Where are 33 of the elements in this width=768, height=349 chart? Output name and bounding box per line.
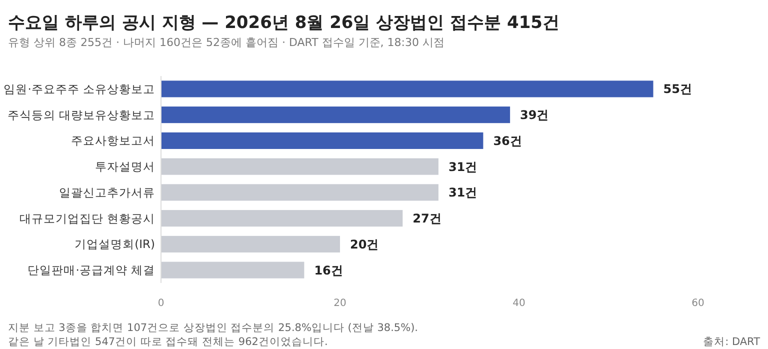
y-tick-label: 임원·주요주주 소유상황보고 (4, 82, 155, 96)
x-tick-label: 60 (692, 298, 704, 309)
chart-title: 수요일 하루의 공시 지형 — 2026년 8월 26일 상장법인 접수분 415건 (8, 13, 560, 33)
data-label: 16건 (314, 263, 343, 278)
bar (161, 132, 484, 149)
data-label: 39건 (520, 108, 549, 122)
bar (161, 210, 403, 227)
text: 지분 보고 3종을 합치면 107건으로 상장법인 접수분의 25.8%입니다 (전날 38.5%). (8, 322, 418, 334)
data-label: 27건 (412, 212, 442, 226)
data-label: 55건 (663, 82, 692, 96)
bar (161, 80, 654, 98)
y-tick-label: 기업설명회(IR) (74, 237, 155, 252)
data-label: 20건 (350, 237, 379, 252)
x-tick-label: 40 (512, 298, 526, 309)
y-tick-label: 일괄신고추가서류 (59, 185, 155, 200)
bar (161, 106, 510, 124)
y-tick-label: 대규모기업집단 현황공시 (19, 211, 155, 226)
data-label: 31건 (448, 160, 478, 174)
data-label: 36건 (493, 134, 522, 148)
data-label: 31건 (448, 186, 478, 200)
y-tick-label: 주요사항보고서 (71, 134, 155, 148)
x-tick-label: 0 (158, 298, 164, 309)
y-tick-label: 투자설명서 (95, 160, 155, 174)
chart-subtitle: 유형 상위 8종 255건 · 나머지 160건은 52종에 흩어짐 · DART 접수일 기준, 18:30 시점 (8, 36, 444, 49)
x-tick-label: 20 (334, 298, 346, 309)
bar (161, 236, 340, 252)
y-tick-label: 주식등의 대량보유상황보고 (7, 108, 155, 122)
bar (161, 262, 304, 278)
bar (161, 184, 438, 201)
text: 같은 날 기타법인 547건이 따로 접수돼 전체는 962건이었습니다. (8, 336, 328, 348)
y-tick-label: 단일판매·공급계약 체결 (28, 263, 155, 278)
bar (161, 158, 438, 175)
source-note: 출처: DART (703, 336, 761, 348)
